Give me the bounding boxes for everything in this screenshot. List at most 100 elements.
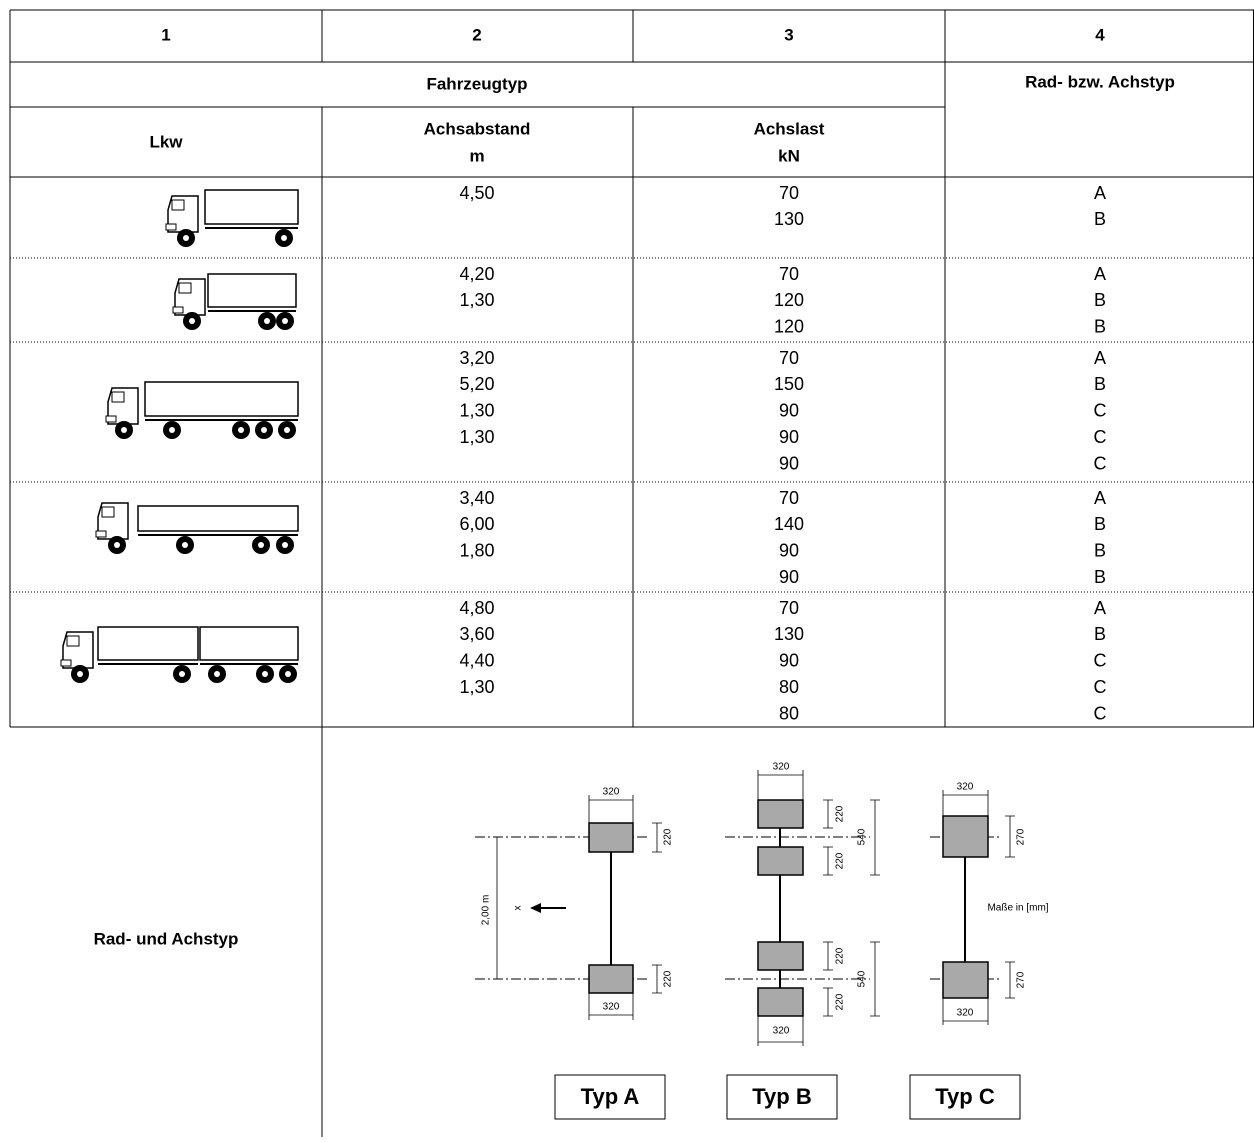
- truck-window: [179, 283, 191, 293]
- truck-window: [67, 636, 79, 646]
- dimension: 320: [773, 1026, 790, 1037]
- cell-value: 120: [774, 290, 804, 310]
- truck-box: [145, 382, 298, 416]
- cell-value: 120: [774, 317, 804, 337]
- truck-icon: [173, 274, 296, 330]
- truck-hub: [282, 318, 288, 324]
- truck-hub: [285, 671, 291, 677]
- table-header: 1 2 3 4 Fahrzeugtyp Rad- bzw. Achstyp Lk…: [94, 25, 1175, 948]
- truck-box: [208, 274, 296, 307]
- column-number: 4: [1095, 25, 1105, 44]
- truck-box: [138, 506, 298, 531]
- header-cell: Rad- bzw. Achstyp: [1025, 72, 1175, 91]
- direction: x: [513, 906, 524, 911]
- header-cell: m: [469, 146, 484, 165]
- truck-hub: [258, 542, 264, 548]
- cell-value: 5,20: [459, 374, 494, 394]
- cell-value: 1,30: [459, 427, 494, 447]
- dimension: 220: [663, 828, 674, 845]
- truck-hub: [264, 318, 270, 324]
- cell-value: 1,30: [459, 290, 494, 310]
- truck-box: [200, 627, 298, 660]
- cell-value: 3,60: [459, 624, 494, 644]
- cell-value: 80: [779, 703, 799, 723]
- cell-value: C: [1094, 677, 1107, 697]
- truck-hub: [77, 671, 83, 677]
- truck-bumper: [61, 660, 71, 666]
- cell-value: A: [1094, 264, 1106, 284]
- cell-value: C: [1094, 651, 1107, 671]
- truck-bumper: [96, 531, 106, 537]
- truck-hub: [169, 427, 175, 433]
- axle-diagram: 320 220 2,00 m x 220 320 320 220 540 220…: [475, 762, 1049, 1119]
- type-label: Typ C: [935, 1084, 995, 1109]
- truck-icon: [96, 503, 298, 554]
- cell-value: 90: [779, 567, 799, 587]
- dimension: 540: [857, 828, 868, 845]
- truck-bumper: [173, 307, 183, 313]
- cell-value: C: [1094, 401, 1107, 421]
- cell-value: 150: [774, 374, 804, 394]
- cell-value: 4,50: [459, 183, 494, 203]
- dimension: 320: [603, 787, 620, 798]
- cell-value: 70: [779, 348, 799, 368]
- cell-value: B: [1094, 624, 1106, 644]
- type-label: Typ B: [752, 1084, 811, 1109]
- truck-box: [98, 627, 198, 660]
- cell-value: 90: [779, 541, 799, 561]
- page: 1 2 3 4 Fahrzeugtyp Rad- bzw. Achstyp Lk…: [0, 0, 1254, 1137]
- dimension: 2,00 m: [481, 895, 492, 926]
- truck-hub: [189, 318, 195, 324]
- header-cell: Achsabstand: [424, 119, 531, 138]
- cell-value: 70: [779, 598, 799, 618]
- cell-value: 90: [779, 453, 799, 473]
- cell-value: 130: [774, 624, 804, 644]
- truck-box: [205, 190, 298, 224]
- truck-hub: [121, 427, 127, 433]
- cell-value: 1,80: [459, 541, 494, 561]
- dimension: 220: [835, 852, 846, 869]
- unit-note: Maße in [mm]: [987, 903, 1048, 914]
- cell-value: B: [1094, 567, 1106, 587]
- truck-window: [102, 507, 114, 517]
- cell-value: B: [1094, 374, 1106, 394]
- truck-bumper: [166, 224, 176, 230]
- dimension: 220: [663, 970, 674, 987]
- truck-hub: [284, 427, 290, 433]
- dimension: 320: [603, 1002, 620, 1013]
- cell-value: 4,20: [459, 264, 494, 284]
- dimension: 540: [857, 970, 868, 987]
- truck-hub: [261, 427, 267, 433]
- truck-bumper: [106, 416, 116, 422]
- truck-icon: [61, 627, 298, 683]
- column-number: 3: [784, 25, 793, 44]
- dimension: 320: [957, 1008, 974, 1019]
- column-number: 1: [161, 25, 170, 44]
- cell-value: C: [1094, 703, 1107, 723]
- cell-value: B: [1094, 541, 1106, 561]
- dimension: 320: [773, 762, 790, 773]
- cell-value: 130: [774, 209, 804, 229]
- cell-value: 70: [779, 488, 799, 508]
- cell-value: B: [1094, 317, 1106, 337]
- cell-value: 140: [774, 514, 804, 534]
- cell-value: A: [1094, 488, 1106, 508]
- footer-label: Rad- und Achstyp: [94, 929, 239, 948]
- truck-window: [172, 200, 184, 210]
- cell-value: 90: [779, 427, 799, 447]
- cell-value: 70: [779, 183, 799, 203]
- cell-value: 4,80: [459, 598, 494, 618]
- cell-value: 1,30: [459, 401, 494, 421]
- header-cell: Fahrzeugtyp: [426, 74, 527, 93]
- cell-value: 80: [779, 677, 799, 697]
- truck-hub: [214, 671, 220, 677]
- cell-value: C: [1094, 453, 1107, 473]
- cell-value: 1,30: [459, 677, 494, 697]
- cell-value: 90: [779, 651, 799, 671]
- truck-hub: [262, 671, 268, 677]
- truck-hub: [183, 235, 189, 241]
- truck-hub: [238, 427, 244, 433]
- header-cell: Achslast: [754, 119, 825, 138]
- cell-value: A: [1094, 183, 1106, 203]
